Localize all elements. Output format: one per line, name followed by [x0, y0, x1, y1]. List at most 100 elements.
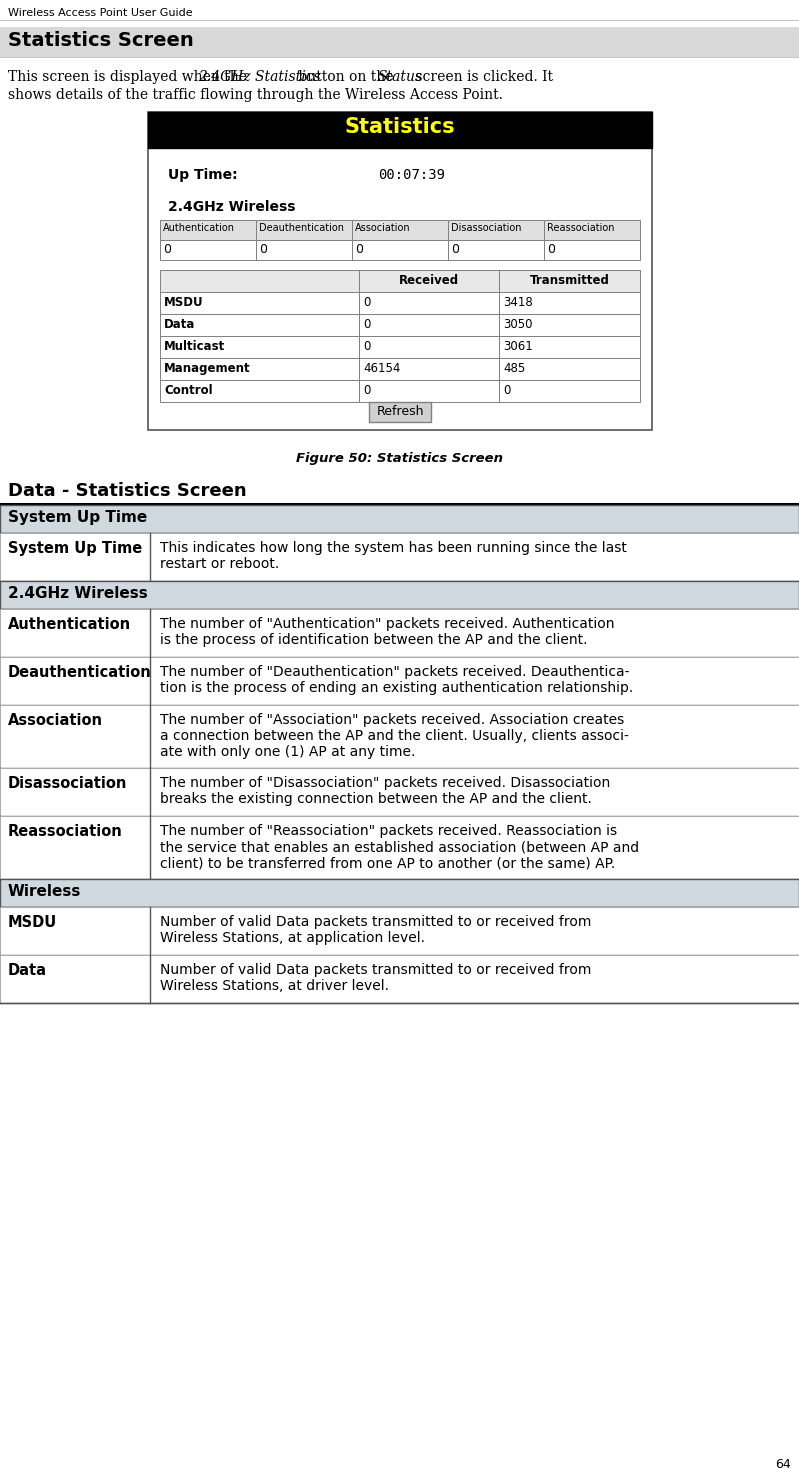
- Text: is the process of identification between the AP and the client.: is the process of identification between…: [160, 633, 587, 646]
- Text: ate with only one (1) AP at any time.: ate with only one (1) AP at any time.: [160, 745, 415, 759]
- Bar: [0, 955, 150, 1003]
- Text: The number of "Disassociation" packets received. Disassociation: The number of "Disassociation" packets r…: [160, 776, 610, 790]
- Text: Management: Management: [164, 361, 251, 375]
- Text: Wireless: Wireless: [8, 884, 81, 899]
- Bar: [150, 815, 799, 878]
- Text: 2.4GHz Statistics: 2.4GHz Statistics: [198, 71, 321, 84]
- Bar: [360, 336, 499, 358]
- Bar: [150, 610, 799, 657]
- Text: 0: 0: [364, 317, 371, 331]
- Bar: [360, 314, 499, 336]
- Text: Association: Association: [355, 223, 411, 234]
- Text: Control: Control: [164, 383, 213, 397]
- Bar: [150, 768, 799, 815]
- Text: Reassociation: Reassociation: [547, 223, 614, 234]
- Text: 0: 0: [364, 295, 371, 308]
- Bar: [499, 314, 640, 336]
- Bar: [352, 220, 448, 239]
- Text: This indicates how long the system has been running since the last: This indicates how long the system has b…: [160, 541, 627, 555]
- Bar: [448, 220, 544, 239]
- Text: The number of "Deauthentication" packets received. Deauthentica-: The number of "Deauthentication" packets…: [160, 665, 630, 679]
- Bar: [360, 292, 499, 314]
- Bar: [150, 705, 799, 768]
- Bar: [0, 533, 150, 582]
- Text: Transmitted: Transmitted: [530, 275, 610, 286]
- Text: Number of valid Data packets transmitted to or received from: Number of valid Data packets transmitted…: [160, 915, 591, 928]
- Text: Number of valid Data packets transmitted to or received from: Number of valid Data packets transmitted…: [160, 964, 591, 977]
- Text: Status: Status: [378, 71, 423, 84]
- Bar: [150, 906, 799, 955]
- Text: Statistics: Statistics: [344, 118, 455, 137]
- Bar: [499, 292, 640, 314]
- Bar: [544, 239, 640, 260]
- Text: 2.4GHz Wireless: 2.4GHz Wireless: [168, 200, 296, 214]
- Text: 64: 64: [775, 1459, 791, 1469]
- Bar: [160, 380, 360, 403]
- Text: 485: 485: [503, 361, 526, 375]
- Text: 3061: 3061: [503, 339, 533, 353]
- Bar: [160, 270, 360, 292]
- Text: Data - Statistics Screen: Data - Statistics Screen: [8, 482, 247, 499]
- Text: 00:07:39: 00:07:39: [378, 167, 445, 182]
- Text: Data: Data: [8, 964, 47, 978]
- Text: 0: 0: [163, 242, 171, 256]
- Bar: [160, 239, 256, 260]
- Bar: [160, 336, 360, 358]
- Bar: [0, 505, 799, 533]
- Text: button on the: button on the: [293, 71, 397, 84]
- Text: 0: 0: [259, 242, 267, 256]
- Text: 3050: 3050: [503, 317, 533, 331]
- Bar: [0, 906, 150, 955]
- Text: The number of "Association" packets received. Association creates: The number of "Association" packets rece…: [160, 712, 624, 727]
- Bar: [369, 403, 431, 422]
- Text: Figure 50: Statistics Screen: Figure 50: Statistics Screen: [296, 452, 503, 466]
- Text: MSDU: MSDU: [164, 295, 204, 308]
- Text: client) to be transferred from one AP to another (or the same) AP.: client) to be transferred from one AP to…: [160, 856, 615, 870]
- Text: Received: Received: [400, 275, 459, 286]
- Text: Up Time:: Up Time:: [168, 167, 237, 182]
- Text: restart or reboot.: restart or reboot.: [160, 557, 279, 571]
- Bar: [148, 112, 652, 430]
- Bar: [160, 314, 360, 336]
- Bar: [0, 610, 150, 657]
- Bar: [150, 533, 799, 582]
- Text: Wireless Stations, at driver level.: Wireless Stations, at driver level.: [160, 978, 389, 993]
- Bar: [499, 380, 640, 403]
- Bar: [448, 239, 544, 260]
- Text: Association: Association: [8, 712, 103, 729]
- Bar: [160, 358, 360, 380]
- Bar: [0, 582, 799, 610]
- Bar: [360, 270, 499, 292]
- Bar: [0, 26, 799, 57]
- Bar: [150, 657, 799, 705]
- Text: Deauthentication: Deauthentication: [259, 223, 344, 234]
- Text: Deauthentication: Deauthentication: [8, 665, 152, 680]
- Bar: [360, 358, 499, 380]
- Text: 0: 0: [355, 242, 363, 256]
- Bar: [0, 705, 150, 768]
- Text: Refresh: Refresh: [376, 405, 423, 419]
- Bar: [160, 220, 256, 239]
- Bar: [499, 358, 640, 380]
- Text: Multicast: Multicast: [164, 339, 225, 353]
- Text: the service that enables an established association (between AP and: the service that enables an established …: [160, 840, 639, 853]
- Text: The number of "Reassociation" packets received. Reassociation is: The number of "Reassociation" packets re…: [160, 824, 617, 837]
- Text: System Up Time: System Up Time: [8, 510, 147, 524]
- Bar: [544, 220, 640, 239]
- Text: a connection between the AP and the client. Usually, clients associ-: a connection between the AP and the clie…: [160, 729, 629, 743]
- Text: Data: Data: [164, 317, 196, 331]
- Bar: [0, 815, 150, 878]
- Text: Disassociation: Disassociation: [451, 223, 522, 234]
- Text: Wireless Access Point User Guide: Wireless Access Point User Guide: [8, 7, 193, 18]
- Text: 0: 0: [547, 242, 555, 256]
- Text: 0: 0: [451, 242, 459, 256]
- Bar: [150, 955, 799, 1003]
- Text: 3418: 3418: [503, 295, 533, 308]
- Bar: [148, 112, 652, 148]
- Bar: [160, 292, 360, 314]
- Text: 0: 0: [364, 383, 371, 397]
- Bar: [360, 380, 499, 403]
- Bar: [352, 239, 448, 260]
- Text: This screen is displayed when the: This screen is displayed when the: [8, 71, 252, 84]
- Text: Disassociation: Disassociation: [8, 776, 127, 790]
